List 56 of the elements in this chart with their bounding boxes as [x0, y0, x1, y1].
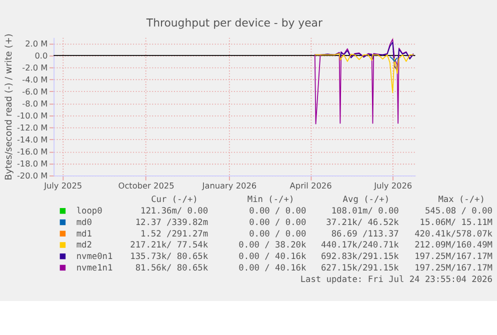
text: Max (-/+) [438, 194, 485, 205]
text: 135.73k/ 80.65k [130, 252, 209, 262]
line-series [314, 53, 414, 94]
text: Last update: Fri Jul 24 23:55:04 2026 [300, 274, 492, 285]
text: 108.01m/ 0.00 [331, 206, 399, 217]
text: Avg (-/+) [342, 194, 390, 205]
text: 0.00 / 0.00 [249, 229, 306, 240]
legend-label: md0 [76, 218, 92, 228]
y-tick-label: -12.0 M [16, 122, 48, 133]
text: 12.37 /339.82m [135, 218, 208, 228]
y-tick-label: -20.0 M [16, 170, 48, 181]
text: 81.56k/ 80.65k [135, 263, 209, 274]
x-tick-label: October 2025 [118, 180, 174, 191]
x-tick-label: April 2026 [290, 180, 332, 191]
text: Cur (-/+) [151, 194, 198, 205]
text: 121.36m/ 0.00 [140, 206, 208, 217]
y-tick-label: -18.0 M [16, 158, 48, 169]
legend-label: nvme1n1 [76, 263, 113, 274]
x-tick-label: July 2026 [373, 180, 412, 191]
text: 0.00 / 40.16k [238, 252, 307, 262]
y-tick-label: -16.0 M [16, 146, 48, 157]
y-tick-label: 0.0 [34, 50, 48, 61]
text: 692.83k/291.15k [320, 252, 400, 262]
text: 0.00 / 40.16k [238, 263, 307, 274]
text: 86.69 /113.37 [331, 229, 399, 240]
y-tick-label: -4.0 M [22, 74, 48, 85]
text: 420.41k/578.07k [414, 229, 494, 240]
text: 627.15k/291.15k [320, 263, 400, 274]
text: 0.00 / 38.20k [238, 240, 307, 251]
y-tick-label: -14.0 M [16, 134, 48, 145]
text: 0.00 / 0.00 [249, 206, 306, 217]
y-tick-label: -6.0 M [22, 86, 48, 97]
text: 197.25M/167.17M [414, 263, 492, 274]
legend-label: md1 [76, 229, 92, 240]
legend-label: nvme0n1 [76, 252, 113, 262]
x-tick-label: January 2026 [201, 180, 257, 191]
text: 197.25M/167.17M [414, 252, 492, 262]
text: 545.08 / 0.00 [424, 206, 492, 217]
text: Min (-/+) [247, 194, 294, 205]
y-tick-label: -10.0 M [16, 110, 48, 121]
text: 217.21k/ 77.54k [130, 240, 209, 251]
y-axis-title: Bytes/second read (-) / write (+) [4, 34, 14, 180]
y-tick-label: -2.0 M [22, 62, 48, 73]
text: 37.21k/ 46.52k [326, 218, 400, 228]
y-tick-label: -8.0 M [22, 98, 48, 109]
legend-label: loop0 [76, 206, 102, 217]
text: 1.52 /291.27m [140, 229, 208, 240]
x-tick-label: July 2025 [43, 180, 82, 191]
text: 0.00 / 0.00 [249, 218, 306, 228]
chart-title: Throughput per device - by year [145, 16, 323, 30]
text: 15.06M/ 15.11M [420, 218, 492, 228]
text: 212.09M/160.49M [414, 240, 492, 251]
legend-label: md2 [76, 240, 92, 251]
line-series [314, 38, 414, 124]
text: 440.17k/240.71k [320, 240, 400, 251]
y-tick-label: 2.0 M [25, 38, 48, 49]
